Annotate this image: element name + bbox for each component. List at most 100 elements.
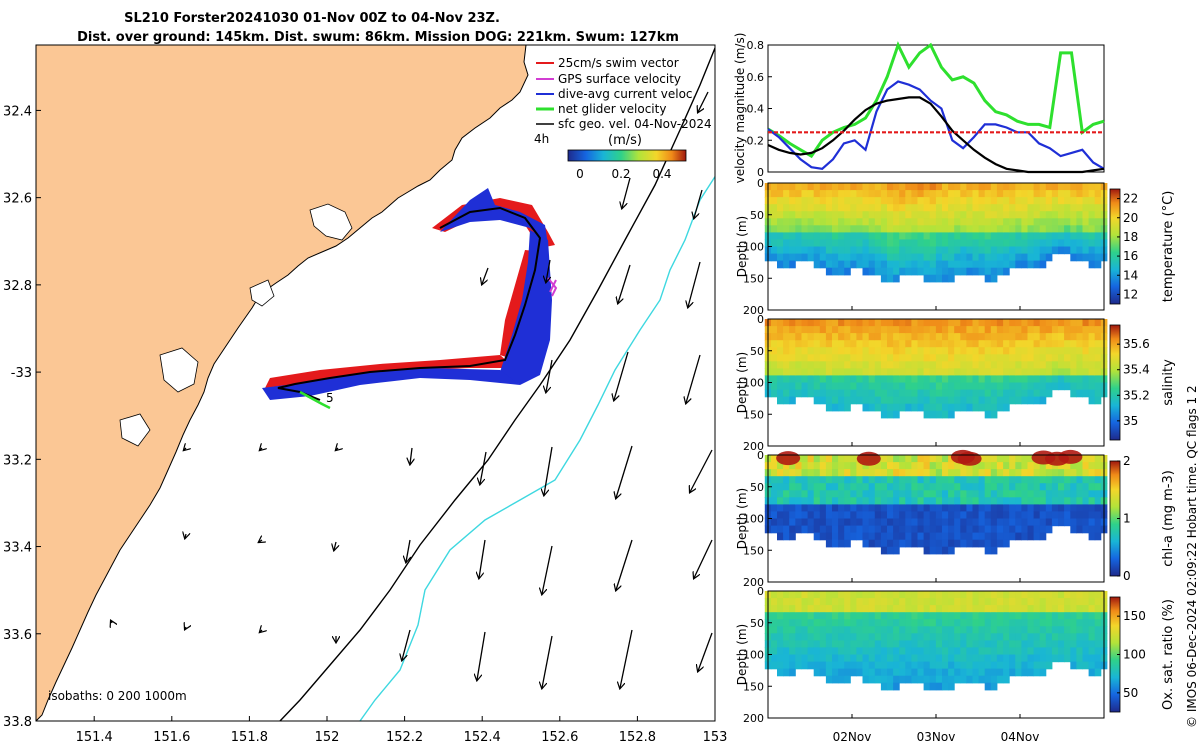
section-cell bbox=[874, 462, 882, 470]
section-cell bbox=[1039, 319, 1047, 327]
section-cell bbox=[935, 382, 943, 391]
section-cell bbox=[960, 319, 967, 327]
section-cell bbox=[905, 640, 912, 649]
section-cell bbox=[1064, 504, 1071, 513]
section-cell bbox=[1015, 619, 1022, 627]
section-cell bbox=[825, 396, 833, 405]
section-cell bbox=[990, 661, 998, 670]
section-cell bbox=[868, 476, 876, 484]
section-cell bbox=[1033, 532, 1041, 541]
section-cell bbox=[887, 455, 894, 463]
section-cell bbox=[954, 483, 961, 491]
section-cell bbox=[929, 668, 937, 677]
section-cell bbox=[819, 633, 827, 641]
section-cell bbox=[789, 504, 796, 513]
section-cell bbox=[1009, 204, 1016, 212]
section-cell bbox=[960, 382, 967, 391]
section-cell bbox=[1051, 511, 1059, 520]
section-cell bbox=[923, 375, 931, 384]
section-cell bbox=[1070, 354, 1077, 362]
section-cell bbox=[942, 525, 949, 534]
colorbar-tick-label: 16 bbox=[1123, 249, 1138, 263]
section-cell bbox=[1088, 368, 1096, 377]
section-cell bbox=[1070, 654, 1077, 663]
section-cell bbox=[1088, 347, 1096, 355]
section-cell bbox=[819, 511, 827, 520]
colorbar-tick-label: 2 bbox=[1123, 454, 1131, 468]
section-cell bbox=[996, 382, 1004, 391]
section-cell bbox=[1076, 640, 1083, 649]
section-cell bbox=[850, 598, 857, 606]
section-cell bbox=[960, 218, 967, 226]
section-cell bbox=[838, 591, 845, 599]
section-cell bbox=[868, 504, 876, 513]
section-cell bbox=[819, 591, 827, 599]
section-cell bbox=[1070, 647, 1077, 656]
section-y-tick-label: 150 bbox=[743, 544, 764, 557]
section-cell bbox=[1088, 469, 1096, 477]
section-cell bbox=[813, 668, 821, 677]
section-cell bbox=[874, 368, 882, 377]
section-cell bbox=[1021, 232, 1028, 241]
section-cell bbox=[1051, 605, 1059, 613]
section-cell bbox=[893, 340, 900, 348]
section-cell bbox=[770, 183, 778, 191]
section-cell bbox=[832, 354, 839, 362]
section-cell bbox=[1033, 225, 1041, 233]
section-cell bbox=[893, 518, 900, 527]
section-cell bbox=[978, 598, 986, 606]
section-cell bbox=[1027, 504, 1035, 513]
section-cell bbox=[954, 225, 961, 233]
section-cell bbox=[1021, 326, 1028, 334]
section-cell bbox=[807, 525, 815, 534]
section-cell bbox=[1021, 375, 1028, 384]
section-cell bbox=[1039, 225, 1047, 233]
section-cell bbox=[825, 232, 833, 241]
section-cell bbox=[1003, 462, 1010, 470]
section-cell bbox=[1045, 347, 1053, 355]
section-cell bbox=[801, 204, 809, 212]
section-cell bbox=[862, 190, 870, 198]
geostrophic-arrow bbox=[688, 261, 701, 307]
section-cell bbox=[850, 204, 857, 212]
section-cell bbox=[850, 211, 857, 219]
section-cell bbox=[1058, 626, 1065, 634]
section-cell bbox=[1015, 518, 1022, 527]
title-line-1: SL210 Forster20241030 01-Nov 00Z to 04-N… bbox=[124, 11, 500, 26]
geostrophic-arrow bbox=[614, 351, 629, 400]
section-cell bbox=[1045, 647, 1053, 656]
section-cell bbox=[923, 511, 931, 520]
section-cell bbox=[868, 347, 876, 355]
section-cell bbox=[996, 239, 1004, 248]
section-cell bbox=[868, 183, 876, 191]
section-cell bbox=[1003, 340, 1010, 348]
section-cell bbox=[819, 190, 827, 198]
section-cell bbox=[972, 403, 980, 412]
section-cell bbox=[862, 396, 870, 405]
section-cell bbox=[874, 375, 882, 384]
section-cell bbox=[777, 340, 784, 348]
section-cell bbox=[990, 340, 998, 348]
section-cell bbox=[1039, 204, 1047, 212]
section-cell bbox=[887, 403, 894, 412]
section-cell bbox=[813, 462, 821, 470]
section-cell bbox=[801, 661, 809, 670]
section-cell bbox=[862, 232, 870, 241]
section-cell bbox=[1076, 612, 1083, 620]
section-cell bbox=[923, 382, 931, 391]
section-cell bbox=[868, 260, 876, 269]
section-cell bbox=[838, 267, 845, 276]
section-cell bbox=[832, 333, 839, 341]
section-cell bbox=[935, 396, 943, 405]
section-cell bbox=[1082, 591, 1090, 599]
section-cell bbox=[1009, 476, 1016, 484]
section-cell bbox=[935, 633, 943, 641]
section-cell bbox=[777, 225, 784, 233]
section-cell bbox=[905, 525, 912, 534]
section-cell bbox=[923, 654, 931, 663]
section-cell bbox=[1094, 375, 1102, 384]
section-cell bbox=[1076, 190, 1083, 198]
section-cell bbox=[844, 654, 851, 663]
section-cell bbox=[972, 469, 980, 477]
section-cell bbox=[1094, 389, 1102, 398]
